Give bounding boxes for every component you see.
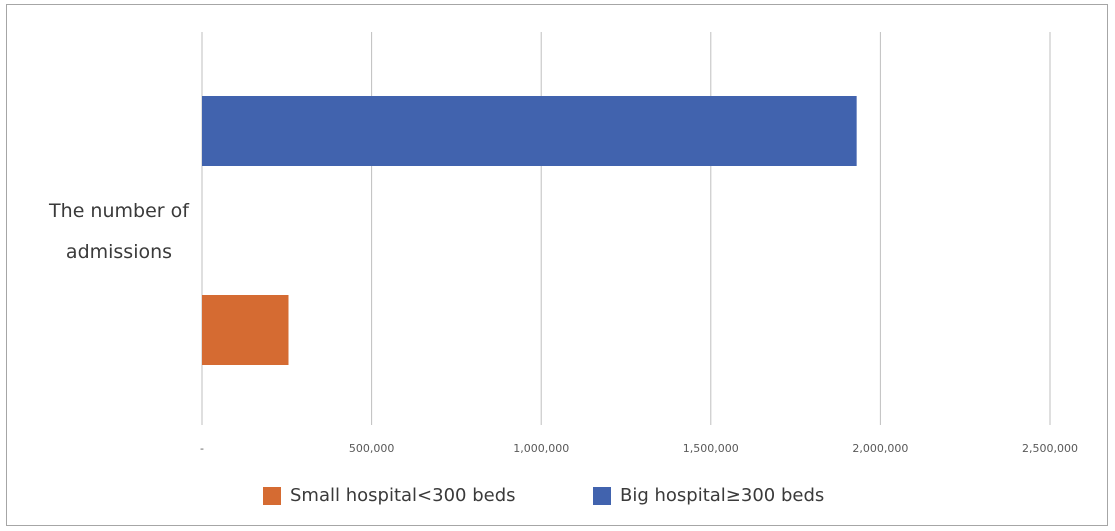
bar-small-hospital [202,295,289,365]
legend-label-big-hospital: Big hospital≥300 beds [620,485,824,506]
bars [202,96,857,365]
x-tick-label: 2,000,000 [852,442,908,455]
x-tick-labels: - 500,000 1,000,000 1,500,000 2,000,000 2,500… [200,442,1078,455]
category-label-line-1: The number of [48,200,190,222]
bar-big-hospital [202,96,857,166]
x-tick-label: 1,500,000 [683,442,739,455]
x-tick-label: 2,500,000 [1022,442,1078,455]
x-tick-label: 500,000 [349,442,395,455]
chart-frame [6,4,1108,526]
legend-swatch-big-hospital [593,487,611,505]
gridlines [201,32,1051,425]
legend-swatch-small-hospital [263,487,281,505]
x-tick-label: 1,000,000 [513,442,569,455]
x-tick-label: - [200,442,204,455]
legend-label-small-hospital: Small hospital<300 beds [290,485,516,506]
category-label-line-2: admissions [66,241,172,263]
legend: Small hospital<300 beds Big hospital≥300… [263,485,824,506]
